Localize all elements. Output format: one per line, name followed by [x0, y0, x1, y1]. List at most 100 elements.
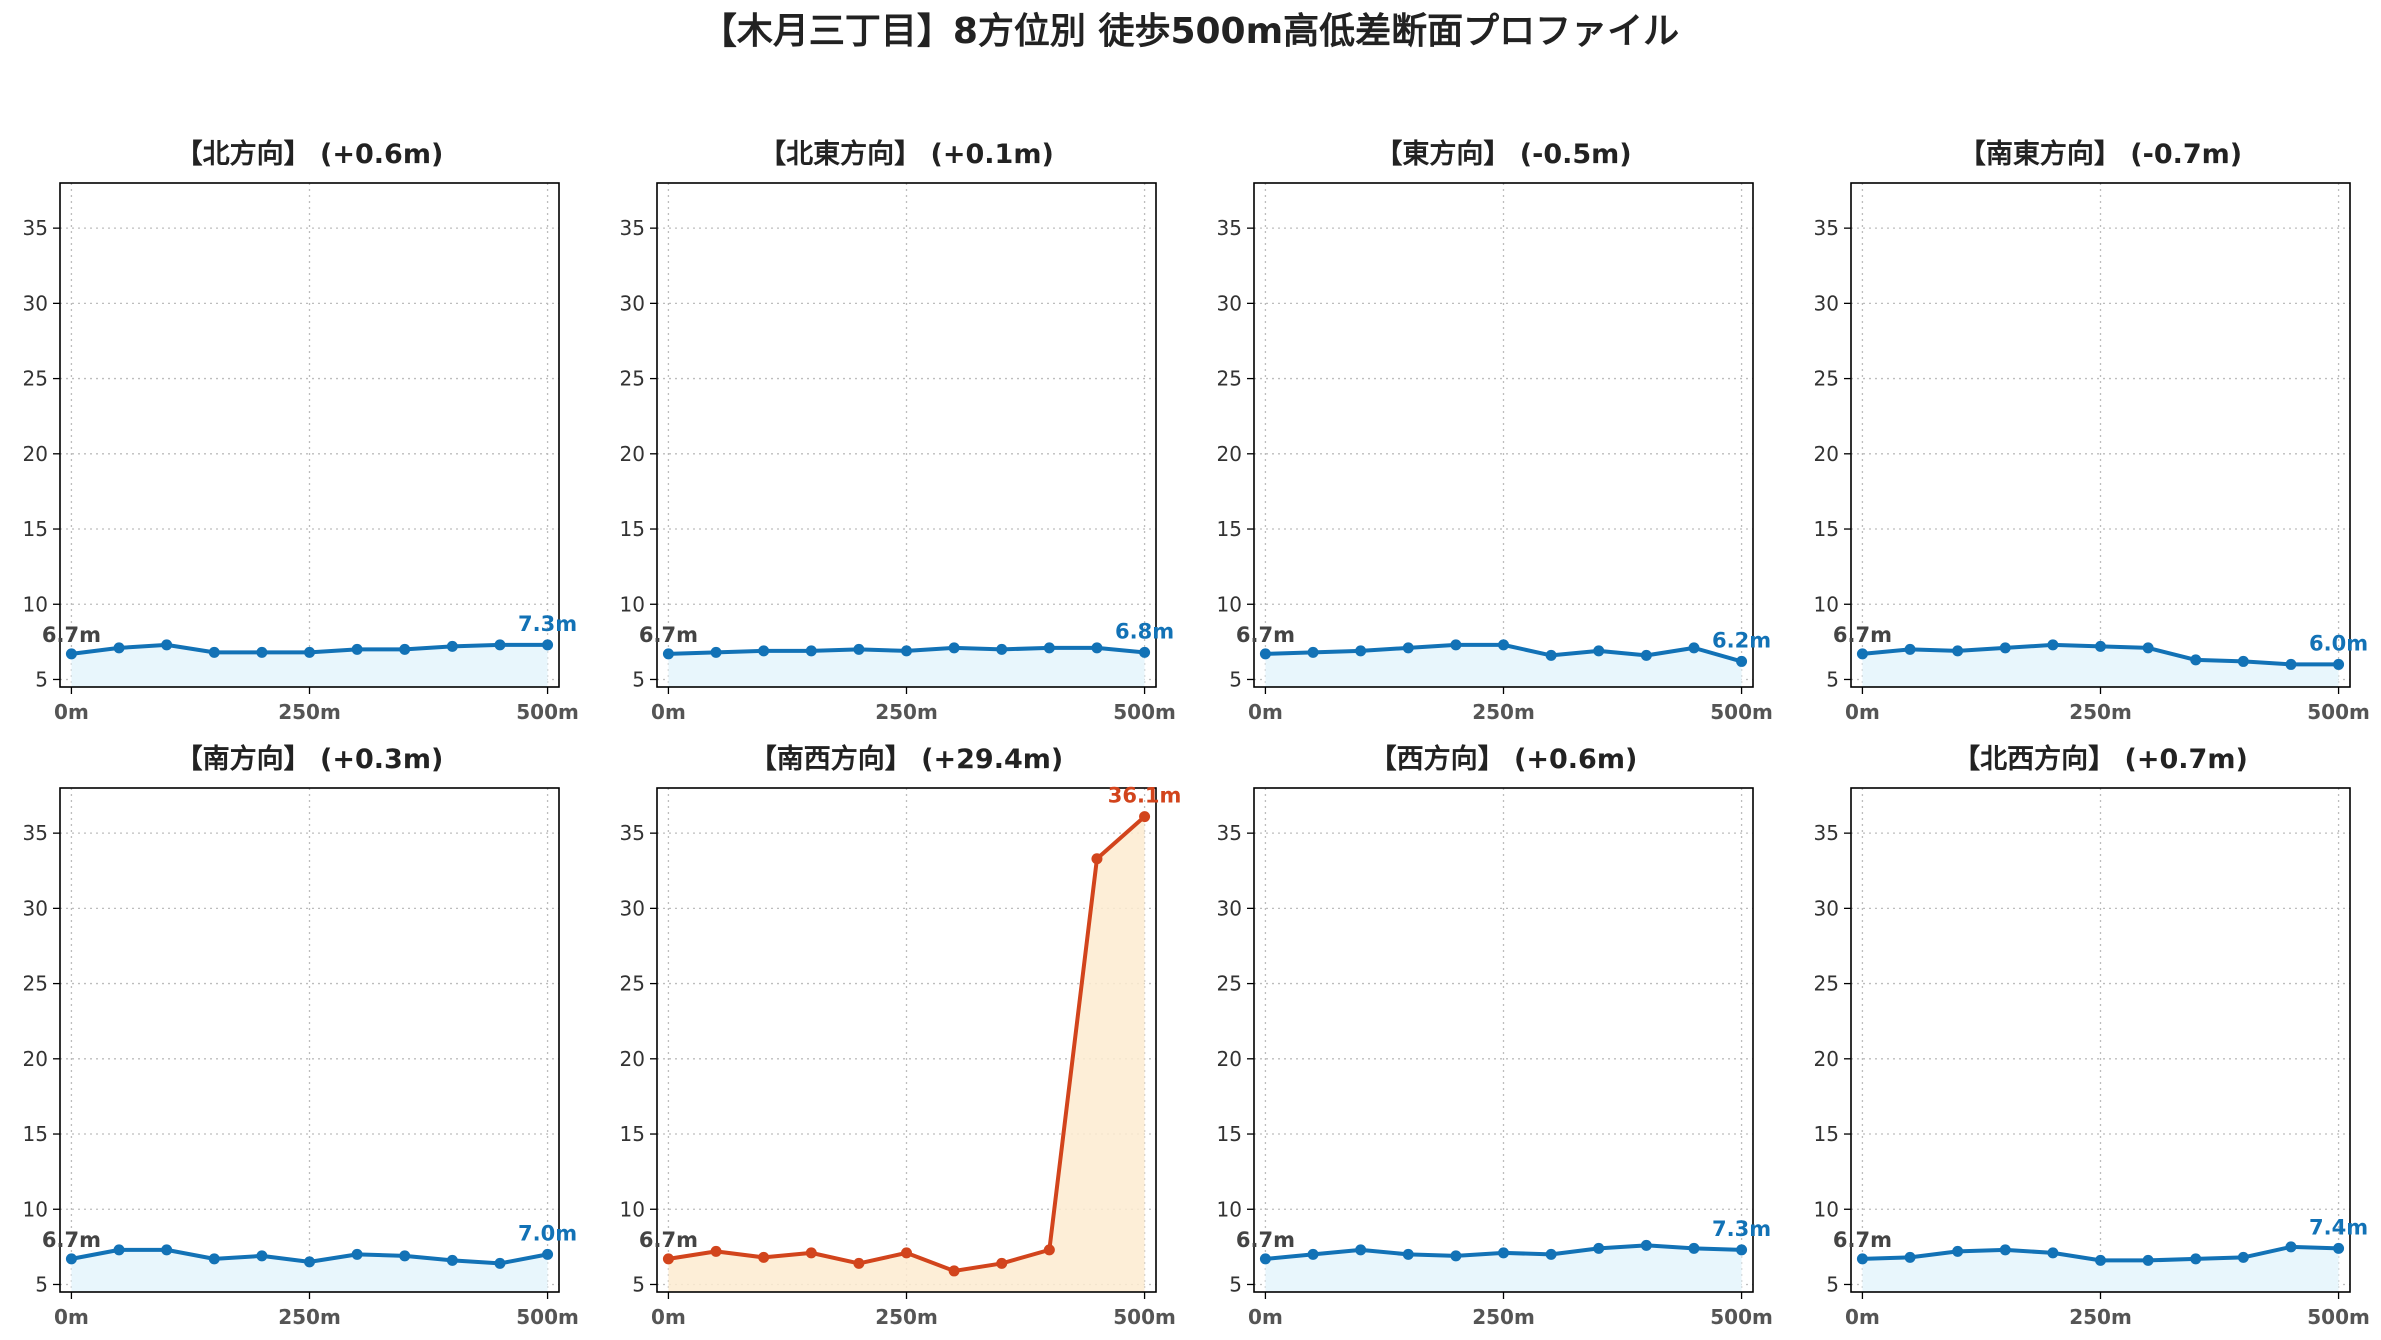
data-point	[901, 1247, 912, 1259]
y-tick-label: 35	[620, 821, 645, 845]
start-elevation-label: 6.7m	[42, 1228, 101, 1252]
y-tick-label: 30	[620, 896, 645, 920]
direction-panel: 【北方向】 (+0.6m) 5 10 15 20 25 30 35 0m 250m 500m 6.7m…	[23, 138, 579, 724]
data-point	[2095, 1254, 2106, 1266]
end-elevation-label: 7.4m	[2309, 1215, 2368, 1239]
data-point	[161, 639, 173, 651]
y-tick-label: 35	[1217, 216, 1242, 240]
end-elevation-label: 7.3m	[1712, 1217, 1771, 1241]
start-elevation-label: 6.7m	[1833, 1228, 1892, 1252]
y-tick-label: 10	[1814, 1197, 1839, 1221]
x-tick-label: 250m	[2069, 700, 2132, 724]
end-elevation-label: 6.8m	[1115, 619, 1174, 643]
data-point	[446, 1254, 458, 1266]
data-point	[351, 1248, 363, 1260]
panel-title: 【北西方向】 (+0.7m)	[1953, 743, 2248, 775]
y-tick-label: 25	[1814, 367, 1839, 391]
y-tick-label: 5	[1826, 667, 1839, 691]
data-point	[1545, 1248, 1557, 1260]
y-tick-label: 35	[1814, 216, 1839, 240]
x-tick-label: 250m	[2069, 1305, 2132, 1329]
data-point	[1545, 649, 1557, 661]
data-point	[113, 1244, 125, 1256]
y-tick-label: 20	[1814, 1047, 1839, 1071]
y-tick-label: 35	[1814, 821, 1839, 845]
data-point	[1139, 646, 1151, 658]
data-point	[1091, 853, 1103, 865]
elevation-area	[1862, 644, 2339, 687]
y-tick-label: 30	[1217, 896, 1242, 920]
x-tick-label: 500m	[2307, 700, 2370, 724]
data-point	[2190, 1253, 2202, 1265]
x-tick-label: 500m	[1113, 700, 1176, 724]
data-point	[494, 1257, 506, 1269]
x-tick-label: 0m	[1845, 700, 1880, 724]
data-point	[1952, 645, 1964, 657]
data-point	[1402, 642, 1414, 654]
data-point	[1593, 1242, 1605, 1254]
data-point	[853, 1257, 865, 1269]
x-tick-label: 0m	[54, 700, 89, 724]
data-point	[1688, 642, 1700, 654]
data-point	[1999, 642, 2011, 654]
x-tick-label: 250m	[1472, 700, 1535, 724]
data-point	[805, 1247, 817, 1259]
data-point	[1450, 639, 1462, 651]
x-tick-label: 500m	[516, 700, 579, 724]
x-tick-label: 500m	[1710, 1305, 1773, 1329]
x-tick-label: 500m	[516, 1305, 579, 1329]
end-elevation-label: 7.3m	[518, 612, 577, 636]
y-tick-label: 25	[23, 367, 48, 391]
data-point	[901, 645, 912, 657]
data-point	[2095, 640, 2106, 652]
data-point	[1139, 811, 1151, 823]
panel-title: 【北東方向】 (+0.1m)	[759, 138, 1054, 170]
x-tick-label: 0m	[651, 700, 686, 724]
panel-title: 【西方向】 (+0.6m)	[1370, 743, 1638, 775]
data-point	[2237, 1251, 2249, 1263]
x-tick-label: 0m	[1845, 1305, 1880, 1329]
direction-panel: 【南東方向】 (-0.7m) 5 10 15 20 25 30 35 0m 250m 500m 6.7…	[1814, 138, 2370, 724]
y-tick-label: 35	[23, 216, 48, 240]
y-tick-label: 20	[1217, 442, 1242, 466]
y-tick-label: 15	[23, 517, 48, 541]
data-point	[662, 1253, 674, 1265]
y-tick-label: 15	[23, 1122, 48, 1146]
data-point	[1498, 639, 1509, 651]
x-tick-label: 0m	[1248, 1305, 1283, 1329]
panel-title: 【北方向】 (+0.6m)	[176, 138, 444, 170]
data-point	[1904, 643, 1916, 655]
x-tick-label: 0m	[1248, 700, 1283, 724]
data-point	[161, 1244, 173, 1256]
data-point	[2333, 1242, 2345, 1254]
y-tick-label: 30	[1217, 291, 1242, 315]
data-point	[1856, 648, 1868, 660]
data-point	[1736, 655, 1748, 667]
x-tick-label: 250m	[875, 700, 938, 724]
end-elevation-label: 7.0m	[518, 1221, 577, 1245]
direction-panel: 【北東方向】 (+0.1m) 5 10 15 20 25 30 35 0m 250m 500m 6.7…	[620, 138, 1176, 724]
y-tick-label: 10	[620, 592, 645, 616]
y-tick-label: 20	[620, 1047, 645, 1071]
data-point	[948, 642, 960, 654]
panel-title: 【南西方向】 (+29.4m)	[750, 743, 1063, 775]
x-tick-label: 500m	[1113, 1305, 1176, 1329]
data-point	[996, 643, 1008, 655]
y-tick-label: 15	[620, 517, 645, 541]
y-tick-label: 25	[23, 972, 48, 996]
data-point	[1355, 645, 1367, 657]
x-tick-label: 500m	[1710, 700, 1773, 724]
y-tick-label: 5	[1826, 1272, 1839, 1296]
data-point	[710, 646, 722, 658]
y-tick-label: 10	[23, 1197, 48, 1221]
direction-panel: 【南西方向】 (+29.4m) 5 10 15 20 25 30 35 0m 250m 500m 6.…	[620, 743, 1182, 1329]
data-point	[1640, 649, 1652, 661]
panel-title: 【南東方向】 (-0.7m)	[1959, 138, 2242, 170]
data-point	[1450, 1250, 1462, 1262]
data-point	[1259, 648, 1271, 660]
y-tick-label: 35	[620, 216, 645, 240]
data-point	[1640, 1239, 1652, 1251]
y-tick-label: 25	[1217, 367, 1242, 391]
data-point	[2047, 639, 2059, 651]
